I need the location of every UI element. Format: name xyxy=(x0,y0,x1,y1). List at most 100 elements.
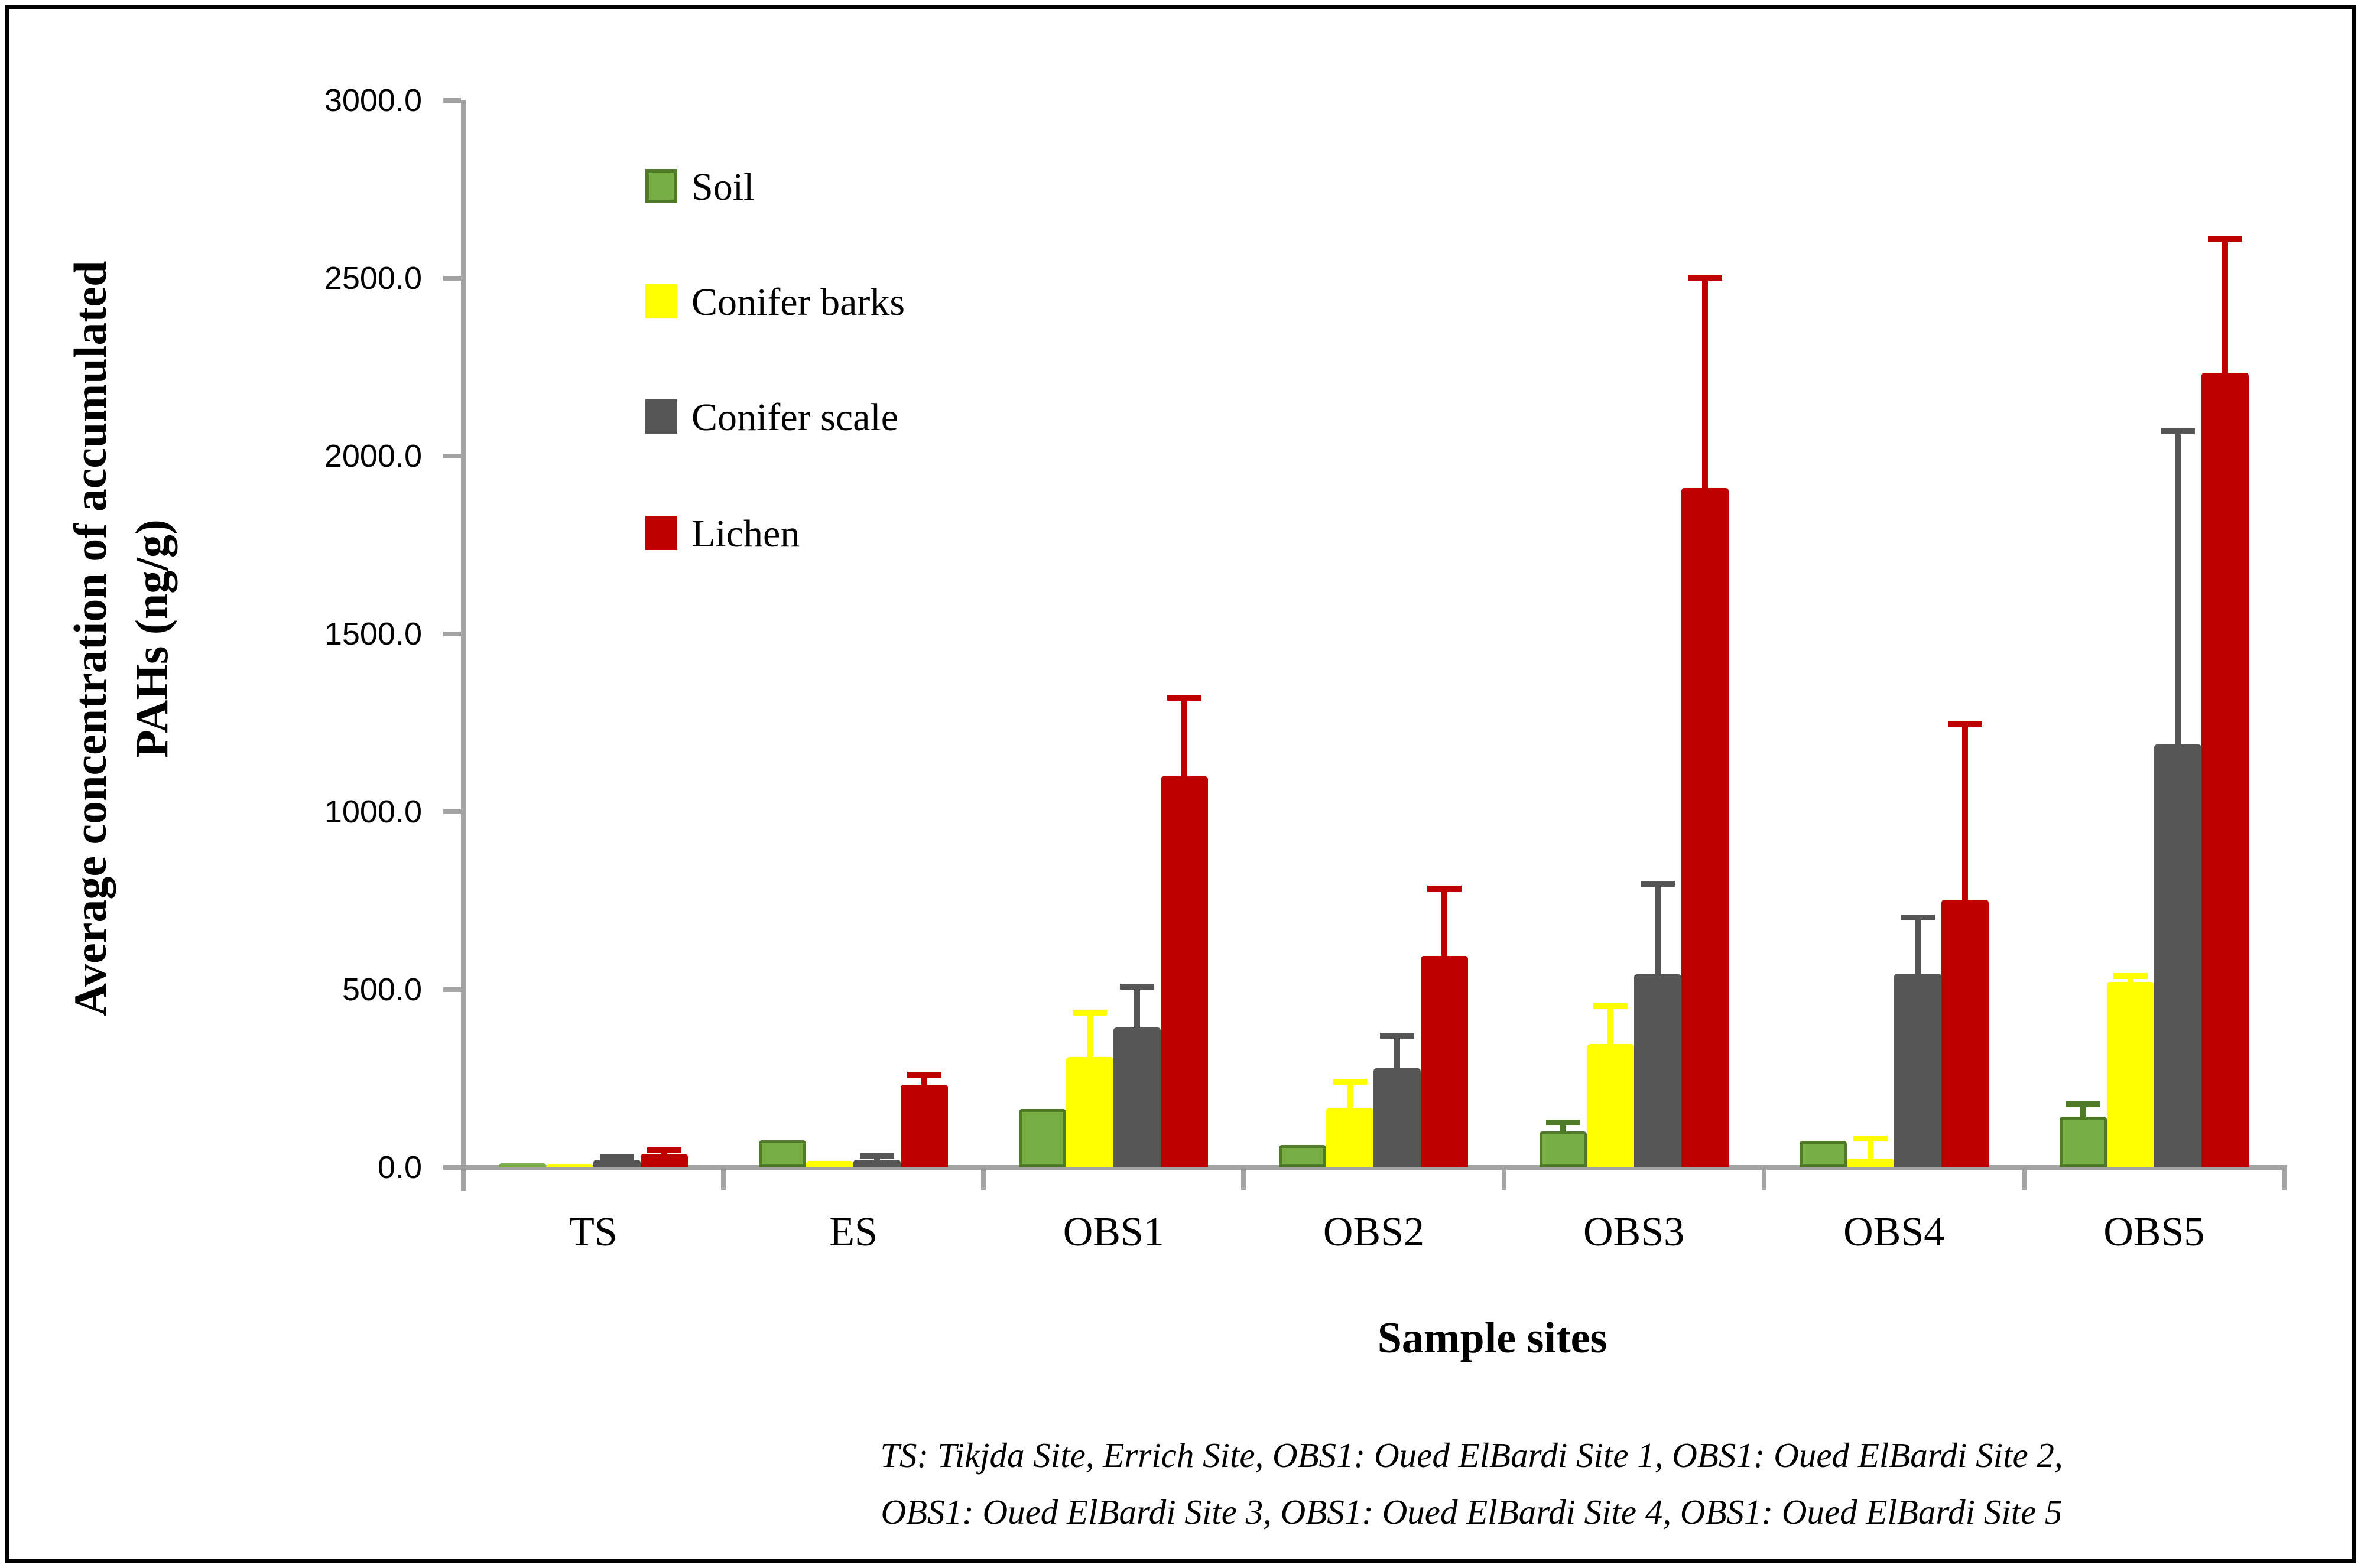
x-category-label-ts: TS xyxy=(569,1209,618,1255)
x-boundary-tick-4 xyxy=(1501,1167,1506,1190)
error-cap-conifer-barks-obs3 xyxy=(1593,1003,1628,1010)
bar-lichen-obs2 xyxy=(1421,955,1469,1167)
error-bar-lichen-es xyxy=(921,1074,928,1085)
bar-soil-obs5 xyxy=(2059,1116,2107,1167)
bar-conifer-barks-obs5 xyxy=(2106,981,2154,1167)
error-cap-conifer-scale-obs3 xyxy=(1640,881,1675,887)
bar-conifer-barks-obs3 xyxy=(1586,1044,1634,1167)
error-cap-lichen-es xyxy=(907,1071,942,1078)
y-tick-1500.0 xyxy=(443,632,461,636)
y-tick-label-2500.0: 2500.0 xyxy=(324,261,422,296)
error-bar-conifer-scale-obs3 xyxy=(1654,884,1661,975)
y-tick-0.0 xyxy=(443,1165,461,1170)
bar-soil-ts xyxy=(499,1163,546,1167)
error-cap-lichen-ts xyxy=(647,1147,681,1154)
footnote-line1: TS: Tikjda Site, Errich Site, OBS1: Oued… xyxy=(880,1436,2063,1475)
bar-conifer-scale-es xyxy=(853,1159,901,1167)
bar-soil-es xyxy=(759,1140,807,1167)
x-boundary-tick-2 xyxy=(981,1167,986,1190)
bar-soil-obs3 xyxy=(1539,1131,1587,1167)
bar-conifer-barks-es xyxy=(806,1161,854,1167)
error-bar-conifer-barks-obs3 xyxy=(1607,1006,1613,1045)
error-cap-conifer-barks-obs1 xyxy=(1073,1010,1108,1016)
error-cap-lichen-obs4 xyxy=(1947,721,1982,727)
error-cap-lichen-obs1 xyxy=(1167,695,1202,701)
y-axis-line xyxy=(461,100,466,1191)
bar-lichen-es xyxy=(901,1084,949,1167)
y-tick-label-1500.0: 1500.0 xyxy=(324,616,422,652)
x-boundary-tick-1 xyxy=(721,1167,726,1190)
bar-conifer-barks-ts xyxy=(546,1164,593,1167)
y-tick-2500.0 xyxy=(443,276,461,281)
bar-lichen-ts xyxy=(641,1154,688,1167)
error-cap-conifer-scale-obs2 xyxy=(1380,1032,1415,1039)
x-boundary-tick-0 xyxy=(461,1167,466,1190)
x-category-label-obs4: OBS4 xyxy=(1843,1209,1945,1255)
error-cap-soil-obs5 xyxy=(2066,1101,2100,1107)
x-category-label-obs2: OBS2 xyxy=(1323,1209,1424,1255)
error-bar-lichen-obs4 xyxy=(1961,724,1968,900)
y-tick-label-500.0: 500.0 xyxy=(342,972,422,1007)
error-cap-lichen-obs3 xyxy=(1687,274,1722,281)
error-cap-conifer-scale-ts xyxy=(600,1153,634,1160)
plot-area: 0.0 500.0 1000.0 1500.0 2000.0 2500.0 3000.0 TS… xyxy=(9,9,2360,1564)
error-cap-lichen-obs5 xyxy=(2207,236,2242,242)
error-bar-lichen-obs1 xyxy=(1181,698,1188,776)
bar-conifer-scale-ts xyxy=(593,1159,641,1167)
error-bar-lichen-obs5 xyxy=(2222,239,2228,373)
y-tick-3000.0 xyxy=(443,98,461,103)
x-axis-title: Sample sites xyxy=(1377,1314,1607,1362)
bar-conifer-scale-obs2 xyxy=(1373,1068,1421,1167)
bar-soil-obs1 xyxy=(1019,1109,1067,1167)
bar-lichen-obs4 xyxy=(1941,900,1989,1167)
error-cap-conifer-barks-obs2 xyxy=(1333,1078,1368,1085)
x-category-label-obs1: OBS1 xyxy=(1063,1209,1164,1255)
bar-conifer-barks-obs4 xyxy=(1846,1158,1894,1167)
x-category-label-obs5: OBS5 xyxy=(2103,1209,2205,1255)
y-tick-label-0.0: 0.0 xyxy=(377,1150,422,1185)
x-boundary-tick-3 xyxy=(1241,1167,1246,1190)
bar-conifer-barks-obs1 xyxy=(1066,1057,1114,1167)
error-bar-lichen-obs3 xyxy=(1701,277,1708,489)
bar-conifer-scale-obs5 xyxy=(2154,744,2201,1167)
bar-lichen-obs1 xyxy=(1161,776,1209,1167)
x-category-label-obs3: OBS3 xyxy=(1583,1209,1685,1255)
error-bar-conifer-barks-obs4 xyxy=(1867,1138,1873,1159)
error-bar-conifer-scale-obs2 xyxy=(1394,1035,1401,1069)
error-cap-conifer-scale-obs5 xyxy=(2160,428,2195,434)
x-boundary-tick-7 xyxy=(2282,1167,2287,1190)
error-cap-lichen-obs2 xyxy=(1427,886,1462,892)
y-tick-1000.0 xyxy=(443,809,461,814)
x-axis-line xyxy=(461,1165,2287,1170)
error-bar-conifer-scale-obs4 xyxy=(1914,917,1921,974)
y-tick-2000.0 xyxy=(443,454,461,458)
error-cap-conifer-barks-obs5 xyxy=(2113,973,2148,980)
bar-conifer-barks-obs2 xyxy=(1326,1107,1374,1167)
bar-conifer-scale-obs3 xyxy=(1633,974,1681,1167)
error-cap-soil-obs3 xyxy=(1545,1120,1580,1126)
bar-lichen-obs3 xyxy=(1681,488,1729,1167)
error-bar-soil-obs5 xyxy=(2080,1104,2086,1117)
y-tick-500.0 xyxy=(443,987,461,992)
error-cap-conifer-scale-es xyxy=(860,1153,895,1159)
bar-soil-obs4 xyxy=(1799,1140,1847,1167)
y-tick-label-2000.0: 2000.0 xyxy=(324,438,422,474)
bar-soil-obs2 xyxy=(1279,1145,1327,1167)
y-tick-label-1000.0: 1000.0 xyxy=(324,794,422,829)
error-bar-conifer-scale-obs1 xyxy=(1134,987,1141,1027)
x-boundary-tick-5 xyxy=(1761,1167,1766,1190)
error-bar-conifer-barks-obs1 xyxy=(1087,1013,1093,1058)
error-bar-conifer-barks-obs2 xyxy=(1347,1081,1353,1108)
error-cap-conifer-barks-obs4 xyxy=(1853,1136,1888,1142)
x-category-label-es: ES xyxy=(829,1209,878,1255)
footnote-line2: OBS1: Oued ElBardi Site 3, OBS1: Oued El… xyxy=(881,1492,2063,1531)
error-bar-soil-obs3 xyxy=(1560,1123,1566,1132)
chart-outer-frame: Average concentration of accumulated PAH… xyxy=(5,5,2356,1563)
error-bar-conifer-scale-obs5 xyxy=(2174,431,2181,744)
bar-lichen-obs5 xyxy=(2201,373,2249,1167)
bar-conifer-scale-obs1 xyxy=(1113,1027,1161,1167)
x-boundary-tick-6 xyxy=(2021,1167,2027,1190)
error-cap-conifer-scale-obs4 xyxy=(1900,914,1935,920)
error-cap-conifer-scale-obs1 xyxy=(1120,984,1155,990)
y-tick-label-3000.0: 3000.0 xyxy=(324,83,422,118)
